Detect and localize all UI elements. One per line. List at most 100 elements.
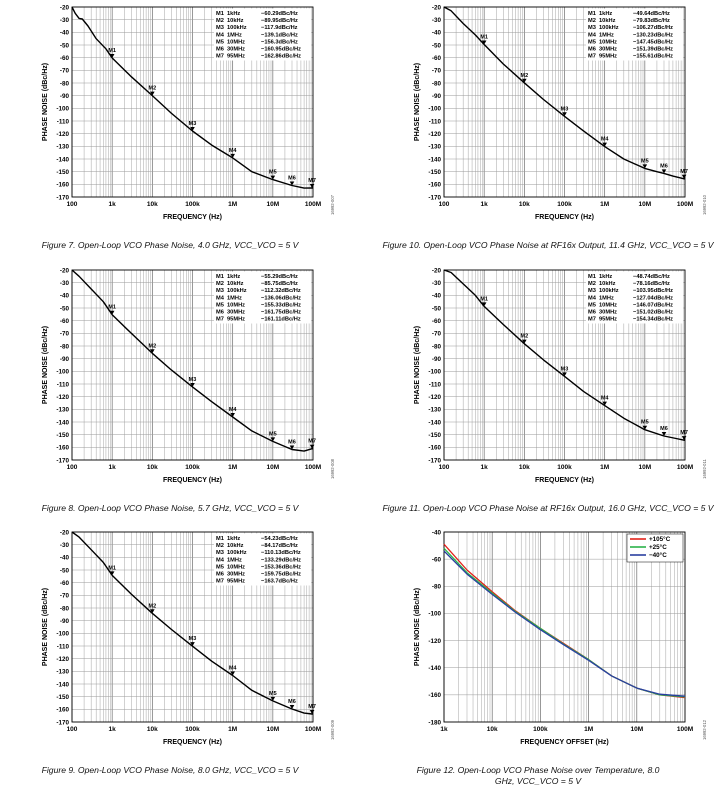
- marker-table-name: M2: [216, 18, 224, 24]
- y-tick-label: -50: [60, 567, 70, 574]
- x-tick-label: 100M: [677, 464, 693, 471]
- marker-table-value: −60.29dBc/Hz: [261, 11, 298, 17]
- marker-triangle: [309, 710, 315, 715]
- marker-triangle: [562, 372, 567, 377]
- marker-label: M2: [149, 86, 157, 92]
- marker-triangle: [309, 183, 315, 188]
- x-axis-label: FREQUENCY (Hz): [163, 739, 222, 746]
- marker-table-value: −89.95dBc/Hz: [261, 18, 298, 24]
- marker-table-value: −163.7dBc/Hz: [261, 579, 298, 585]
- marker-triangle: [150, 349, 155, 354]
- chart-panel-fig11: -20 -30 -40 -50 -60 -70 -80 -90 -100 -110 -120 -130…: [372, 262, 724, 517]
- chart-svg: -20 -30 -40 -50 -60 -70 -80 -90 -100 -110 -120 -130…: [42, 529, 335, 746]
- plot-frame: [443, 531, 686, 723]
- marker-table-name: M6: [216, 310, 224, 316]
- y-tick-label: -70: [432, 331, 442, 338]
- y-tick-label: -100: [428, 369, 441, 376]
- y-tick-label: -50: [60, 305, 70, 312]
- figure-id: 16992-007: [330, 194, 335, 215]
- x-tick-label: 1k: [481, 201, 489, 208]
- y-tick-label: -100: [56, 369, 69, 376]
- y-tick-label: -100: [428, 611, 441, 618]
- y-tick-label: -170: [56, 457, 69, 464]
- y-tick-label: -70: [60, 593, 70, 600]
- y-tick-label: -80: [60, 343, 70, 350]
- marker-table-name: M4: [216, 295, 225, 301]
- y-tick-label: -40: [432, 293, 442, 300]
- marker-label: M3: [189, 377, 197, 383]
- x-tick-label: 100: [439, 201, 450, 208]
- marker-triangle: [642, 425, 648, 430]
- y-tick-label: -90: [432, 356, 442, 363]
- marker-table-name: M4: [588, 32, 597, 38]
- y-tick-label: -80: [60, 80, 70, 87]
- marker-table-frequency: 10kHz: [227, 543, 244, 549]
- marker-table-frequency: 10MHz: [227, 39, 245, 45]
- y-tick-label: -160: [428, 445, 441, 452]
- y-axis-label: PHASE NOISE (dBc/Hz): [414, 63, 421, 141]
- marker-table-value: −154.34dBc/Hz: [633, 317, 673, 323]
- x-axis-label: FREQUENCY (Hz): [163, 477, 222, 484]
- y-tick-label: -110: [429, 381, 442, 388]
- marker-triangle: [522, 339, 527, 344]
- marker-triangle: [522, 78, 527, 83]
- marker-label: M5: [269, 691, 277, 697]
- y-tick-label: -120: [56, 656, 69, 663]
- marker-table-frequency: 30MHz: [227, 47, 245, 53]
- plot-frame: [443, 6, 686, 198]
- marker-table-value: −159.75dBc/Hz: [261, 572, 301, 578]
- marker-table-value: −85.75dBc/Hz: [261, 281, 298, 287]
- marker-triangle: [289, 705, 295, 710]
- y-tick-label: -180: [428, 719, 441, 726]
- series-line-0: [443, 543, 686, 699]
- marker-table-name: M3: [216, 25, 224, 31]
- marker-label: M4: [229, 666, 238, 672]
- marker-triangle: [602, 142, 607, 147]
- y-tick-label: -160: [56, 445, 69, 452]
- marker-table-value: −155.61dBc/Hz: [633, 54, 673, 60]
- marker-table-value: −103.95dBc/Hz: [633, 288, 673, 294]
- y-tick-label: -30: [432, 280, 442, 287]
- y-tick-label: -110: [429, 118, 442, 125]
- plot-frame: [443, 269, 686, 461]
- marker-table-name: M2: [588, 18, 596, 24]
- y-axis-label: PHASE NOISE (dBc/Hz): [414, 326, 421, 404]
- x-tick-label: 1k: [481, 464, 489, 471]
- legend-entry: +105°C: [649, 535, 671, 543]
- marker-label: M4: [229, 148, 238, 154]
- plot-area: -20 -30 -40 -50 -60 -70 -80 -90 -100 -110 -120 -130…: [42, 4, 335, 221]
- figure-id: 16992-012: [702, 719, 707, 740]
- x-tick-label: 10k: [147, 726, 158, 733]
- y-tick-label: -120: [428, 394, 441, 401]
- marker-label: M5: [269, 431, 277, 437]
- y-axis-label: PHASE NOISE (dBc/Hz): [42, 588, 49, 666]
- marker-triangle: [270, 437, 276, 442]
- marker-label: M1: [480, 296, 488, 302]
- y-tick-label: -130: [428, 144, 441, 151]
- chart-panel-fig12: -40 -60 -80 -100 -120 -140 -160 -180 1k 10k 100k 1M…: [372, 525, 724, 786]
- marker-table-frequency: 1MHz: [227, 32, 242, 38]
- marker-table-name: M1: [588, 274, 596, 280]
- y-tick-label: -140: [428, 419, 441, 426]
- marker-table-frequency: 10MHz: [227, 302, 245, 308]
- marker-triangle: [661, 431, 667, 436]
- marker-table-name: M5: [588, 302, 596, 308]
- x-tick-label: 100M: [305, 201, 321, 208]
- marker-triangle: [642, 164, 648, 169]
- marker-table-name: M3: [216, 550, 224, 556]
- y-tick-label: -170: [56, 194, 69, 201]
- y-tick-label: -60: [60, 318, 70, 325]
- chart-panel-fig7: -20 -30 -40 -50 -60 -70 -80 -90 -100 -110 -120 -130…: [0, 0, 340, 255]
- y-tick-label: -40: [432, 529, 442, 536]
- marker-table-name: M7: [216, 579, 224, 585]
- marker-triangle: [150, 609, 155, 614]
- x-tick-label: 100k: [557, 464, 572, 471]
- marker-triangle: [681, 174, 687, 179]
- y-axis-label: PHASE NOISE (dBc/Hz): [42, 326, 49, 404]
- phase-noise-trace: [71, 531, 314, 715]
- figure-caption: Figure 12. Open-Loop VCO Phase Noise ove…: [416, 765, 660, 786]
- x-tick-label: 100: [67, 464, 78, 471]
- y-tick-label: -130: [56, 407, 69, 414]
- marker-label: M5: [269, 170, 277, 176]
- marker-table-name: M6: [588, 310, 596, 316]
